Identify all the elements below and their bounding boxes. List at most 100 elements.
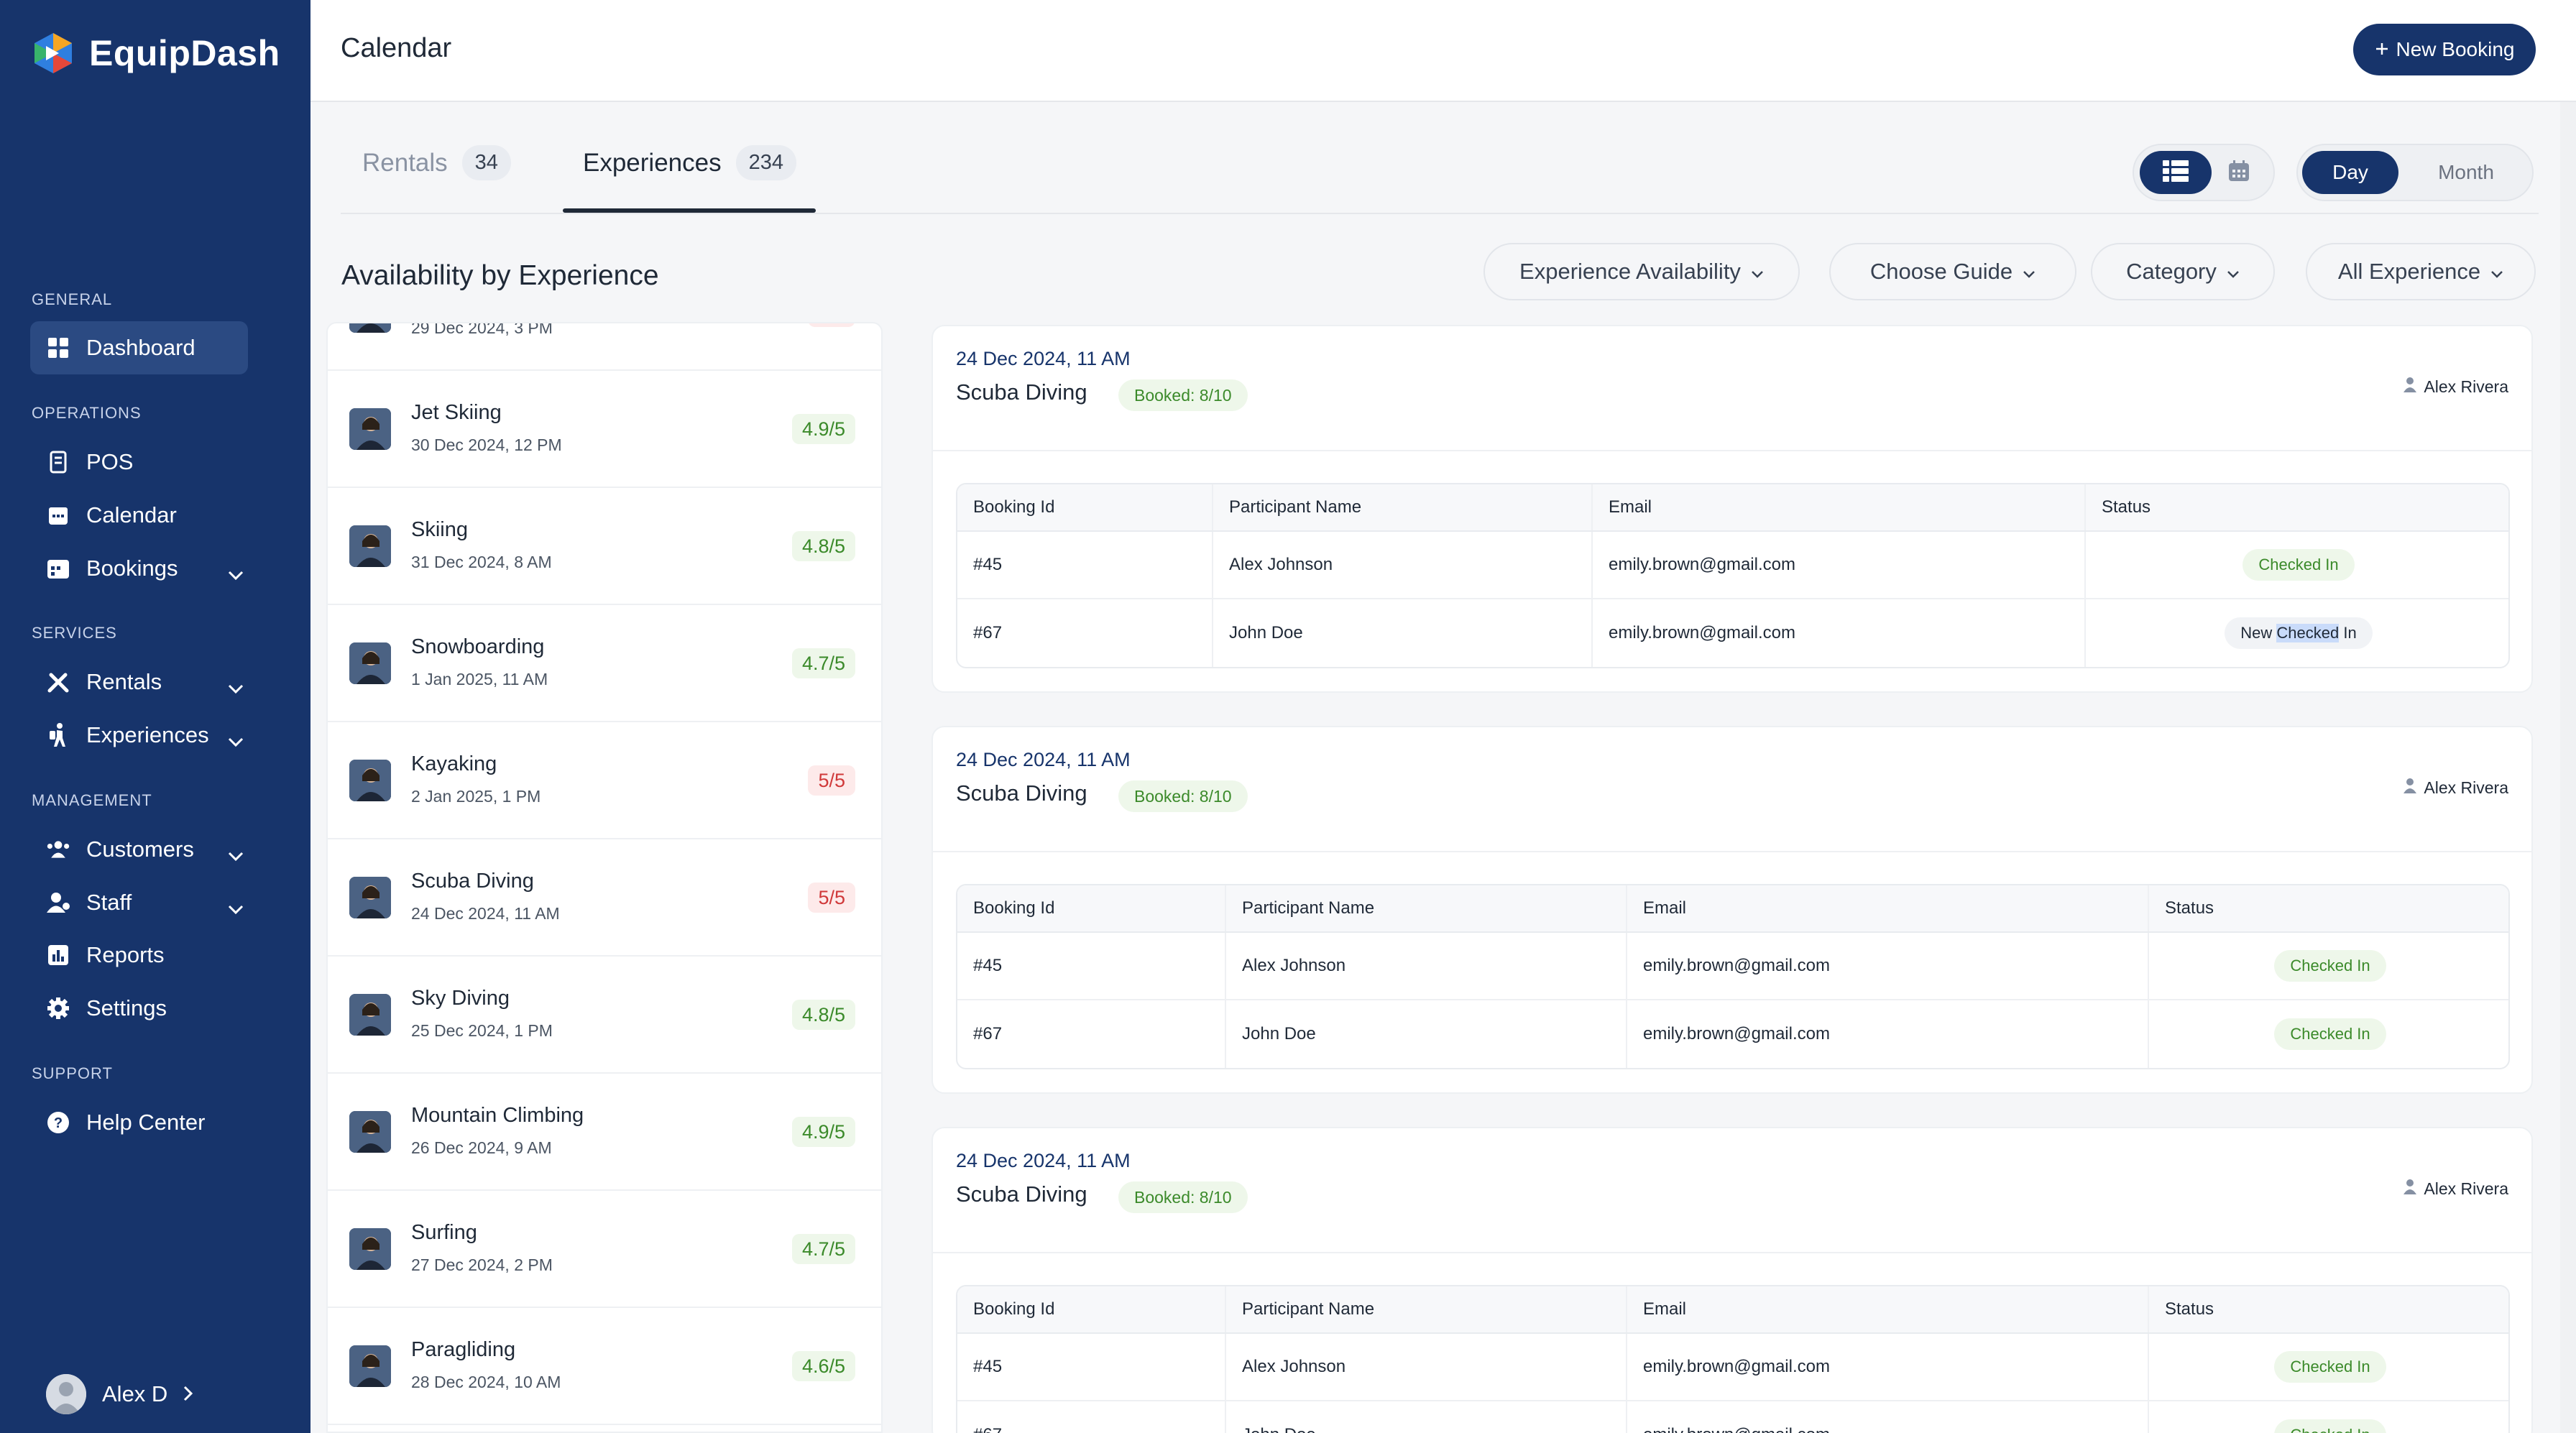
status-badge[interactable]: New Checked In	[2225, 617, 2373, 649]
experience-name: Sky Diving	[411, 987, 510, 1010]
list-item[interactable]: Skiing 31 Dec 2024, 8 AM 4.8/5	[328, 488, 881, 605]
choose-guide-filter[interactable]: Choose Guide	[1829, 243, 2076, 300]
column-header: Status	[2084, 484, 2508, 530]
status-badge[interactable]: Checked In	[2274, 950, 2386, 982]
rating-badge: 5/5	[808, 883, 855, 913]
staff-icon	[46, 890, 70, 915]
status-badge[interactable]: Checked In	[2242, 549, 2355, 581]
tab-experiences[interactable]: Experiences 234	[583, 145, 796, 180]
calendar-view-button[interactable]	[2203, 151, 2275, 194]
table-row[interactable]: #45 Alex Johnson emily.brown@gmail.com Chec…	[957, 532, 2508, 599]
rating-badge: 4.8/5	[791, 531, 855, 561]
booking-card: 24 Dec 2024, 11 AM Scuba Diving Booked: 8/…	[932, 726, 2533, 1094]
participant-name: Alex Johnson	[1212, 532, 1591, 598]
guide-name: Alex Rivera	[2424, 1179, 2508, 1198]
status-cell: Checked In	[2148, 933, 2508, 999]
chevron-down-icon[interactable]	[228, 727, 244, 753]
sidebar-item-calendar[interactable]: Calendar	[30, 489, 248, 542]
status-cell: Checked In	[2148, 1000, 2508, 1068]
status-text-suffix: In	[2339, 624, 2357, 642]
all-experience-filter[interactable]: All Experience	[2306, 243, 2536, 300]
page-title: Calendar	[341, 33, 452, 63]
experience-list[interactable]: 29 Dec 2024, 3 PM 5/5 Jet Skiing 30 Dec 202…	[326, 322, 883, 1433]
new-booking-button[interactable]: New Booking	[2353, 24, 2536, 75]
list-item[interactable]: 29 Dec 2024, 3 PM 5/5	[328, 323, 881, 371]
chevron-down-icon[interactable]	[228, 842, 244, 867]
grid-icon	[46, 336, 70, 360]
user-menu[interactable]: Alex D	[46, 1374, 193, 1414]
status-badge[interactable]: Checked In	[2274, 1419, 2386, 1433]
sidebar-item-settings[interactable]: Settings	[30, 982, 248, 1035]
sidebar-item-pos[interactable]: POS	[30, 436, 248, 489]
guide-label[interactable]: Alex Rivera	[2404, 778, 2508, 798]
tab-rentals[interactable]: Rentals 34	[362, 145, 511, 180]
participant-email: emily.brown@gmail.com	[1626, 933, 2148, 999]
experience-thumbnail	[349, 760, 391, 801]
status-cell: New Checked In	[2084, 599, 2508, 667]
avatar	[46, 1374, 86, 1414]
calendar-icon	[2227, 160, 2250, 186]
table-row[interactable]: #67 John Doe emily.brown@gmail.com New Chec…	[957, 599, 2508, 667]
list-item[interactable]: Surfing 27 Dec 2024, 2 PM 4.7/5	[328, 1191, 881, 1308]
sidebar-item-bookings[interactable]: Bookings	[30, 542, 248, 595]
sidebar-item-customers[interactable]: Customers	[30, 823, 248, 876]
booking-id: #45	[973, 956, 1003, 975]
status-cell: Checked In	[2148, 1401, 2508, 1433]
chevron-right-icon	[183, 1381, 193, 1407]
sidebar-item-help-center[interactable]: ? Help Center	[30, 1096, 248, 1149]
list-item[interactable]: Scuba Diving 24 Dec 2024, 11 AM 5/5	[328, 839, 881, 957]
app-logo[interactable]: EquipDash	[30, 30, 280, 76]
day-button[interactable]: Day	[2302, 151, 2398, 194]
experience-thumbnail	[349, 1111, 391, 1153]
booking-id: #45	[973, 555, 1003, 574]
sidebar-item-dashboard[interactable]: Dashboard	[30, 321, 248, 374]
experience-availability-filter[interactable]: Experience Availability	[1484, 243, 1800, 300]
section-services: SERVICES	[32, 624, 117, 642]
app-name: EquipDash	[89, 33, 280, 73]
sidebar-item-label: Rentals	[86, 669, 162, 694]
guide-label[interactable]: Alex Rivera	[2404, 377, 2508, 397]
list-item[interactable]: Mountain Climbing 26 Dec 2024, 9 AM 4.9/5	[328, 1074, 881, 1191]
status-badge[interactable]: Checked In	[2274, 1351, 2386, 1383]
status-badge[interactable]: Checked In	[2274, 1018, 2386, 1050]
plus-icon	[2375, 38, 2389, 61]
rating-badge: 4.7/5	[791, 648, 855, 678]
month-button[interactable]: Month	[2438, 161, 2494, 183]
receipt-icon	[46, 450, 70, 474]
status-cell: Checked In	[2148, 1334, 2508, 1400]
filter-label: Experience Availability	[1519, 259, 1741, 284]
column-header: Booking Id	[973, 497, 1055, 517]
category-filter[interactable]: Category	[2091, 243, 2275, 300]
list-item[interactable]: Sky Diving 25 Dec 2024, 1 PM 4.8/5	[328, 957, 881, 1074]
list-view-button[interactable]	[2140, 151, 2212, 194]
chevron-down-icon[interactable]	[228, 674, 244, 700]
experience-date: 26 Dec 2024, 9 AM	[411, 1138, 552, 1157]
table-header: Booking Id Participant Name Email Status	[957, 1286, 2508, 1334]
list-item[interactable]: Jet Skiing 30 Dec 2024, 12 PM 4.9/5	[328, 371, 881, 488]
sidebar-item-staff[interactable]: Staff	[30, 876, 248, 929]
sidebar-item-rentals[interactable]: Rentals	[30, 655, 248, 709]
list-item[interactable]: Snowboarding 1 Jan 2025, 11 AM 4.7/5	[328, 605, 881, 722]
column-header: Participant Name	[1225, 885, 1626, 931]
participant-email: emily.brown@gmail.com	[1626, 1334, 2148, 1400]
table-row[interactable]: #45 Alex Johnson emily.brown@gmail.com Chec…	[957, 1334, 2508, 1401]
table-row[interactable]: #45 Alex Johnson emily.brown@gmail.com Chec…	[957, 933, 2508, 1000]
sidebar-item-label: Help Center	[86, 1110, 206, 1135]
chevron-down-icon[interactable]	[228, 561, 244, 586]
card-divider	[933, 851, 2531, 852]
booking-card: 24 Dec 2024, 11 AM Scuba Diving Booked: 8/…	[932, 325, 2533, 693]
booking-card: 24 Dec 2024, 11 AM Scuba Diving Booked: 8/…	[932, 1127, 2533, 1433]
rating-badge: 4.6/5	[791, 1351, 855, 1381]
rating-badge: 4.7/5	[791, 1234, 855, 1264]
sidebar-item-reports[interactable]: Reports	[30, 929, 248, 982]
scrollbar[interactable]	[2560, 102, 2576, 1433]
list-item[interactable]: Kayaking 2 Jan 2025, 1 PM 5/5	[328, 722, 881, 839]
chevron-down-icon[interactable]	[228, 895, 244, 921]
guide-label[interactable]: Alex Rivera	[2404, 1179, 2508, 1199]
sidebar-item-experiences[interactable]: Experiences	[30, 709, 248, 762]
tab-label: Rentals	[362, 148, 448, 177]
list-item[interactable]: Paragliding 28 Dec 2024, 10 AM 4.6/5	[328, 1308, 881, 1425]
list-icon	[2163, 160, 2189, 185]
